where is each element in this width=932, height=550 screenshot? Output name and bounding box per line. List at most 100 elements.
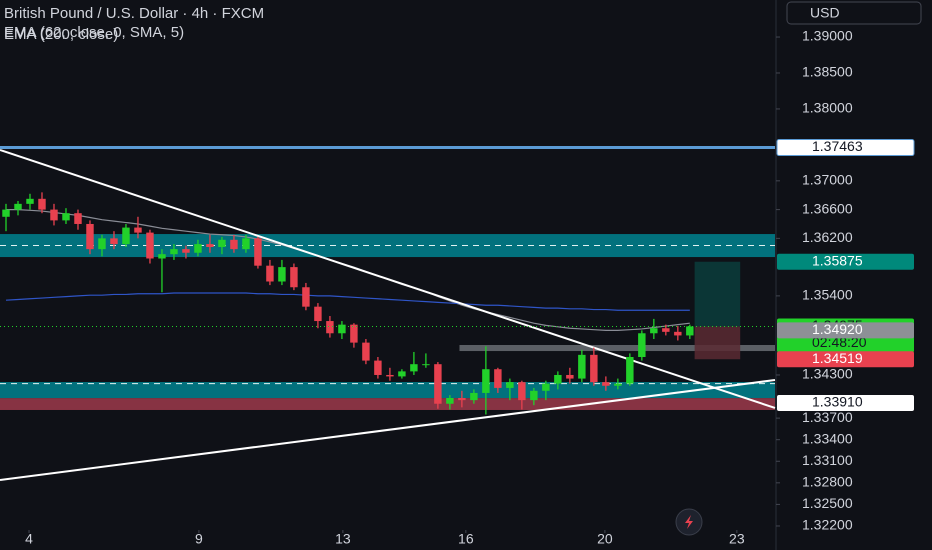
candle-body: [242, 238, 250, 250]
plot-area: [0, 146, 776, 481]
candle-body: [410, 364, 418, 372]
trend-line: [0, 149, 776, 409]
candle-body: [482, 369, 490, 393]
candle-body: [110, 238, 118, 245]
candle-body: [566, 374, 574, 379]
candle-body: [278, 267, 286, 282]
indicator-label: EMA (62, close, 0, SMA, 5): [4, 24, 184, 41]
candle-body: [362, 342, 370, 361]
candle-body: [134, 227, 142, 233]
candle-body: [146, 232, 154, 259]
y-tick-label: 1.35400: [802, 287, 853, 303]
candle-body: [662, 328, 670, 332]
y-tick-label: 1.33400: [802, 430, 853, 446]
x-tick-label: 23: [729, 531, 745, 547]
candle-body: [686, 326, 694, 336]
x-tick-label: 20: [597, 531, 613, 547]
candle-body: [470, 392, 478, 401]
candle-body: [614, 383, 622, 386]
candle-body: [542, 383, 550, 391]
candle-body: [350, 324, 358, 343]
x-tick-label: 13: [335, 531, 351, 547]
trend-line: [0, 379, 776, 481]
y-tick-label: 1.33100: [802, 452, 853, 468]
candle-body: [98, 238, 106, 250]
candle-body: [338, 324, 346, 334]
y-tick-label: 1.38000: [802, 100, 853, 116]
candle-body: [206, 244, 214, 247]
position-stop: [694, 326, 741, 360]
candle-body: [218, 239, 226, 247]
y-tick-label: 1.34300: [802, 366, 853, 382]
price-label: 1.34920: [812, 321, 863, 337]
candle-body: [194, 244, 202, 253]
candle-body: [386, 374, 394, 377]
candle-body: [2, 209, 10, 217]
candle-body: [230, 239, 238, 250]
y-tick-label: 1.36200: [802, 229, 853, 245]
candle-body: [266, 265, 274, 282]
chart-title: British Pound / U.S. Dollar · 4h · FXCM: [4, 5, 264, 22]
candle-body: [38, 198, 46, 210]
y-tick-label: 1.38500: [802, 64, 853, 80]
candle-body: [578, 354, 586, 379]
x-tick-label: 9: [195, 531, 203, 547]
candle-body: [290, 267, 298, 288]
candle-body: [518, 382, 526, 401]
price-label: 1.37463: [812, 138, 863, 154]
candle-body: [650, 328, 658, 334]
position-target: [694, 261, 741, 327]
candle-body: [50, 209, 58, 221]
y-tick-label: 1.39000: [802, 28, 853, 44]
y-tick-label: 1.37000: [802, 172, 853, 188]
candle-body: [302, 287, 310, 307]
candle-body: [26, 198, 34, 204]
zone: [459, 344, 775, 352]
candle-body: [170, 249, 178, 255]
y-tick-label: 1.32800: [802, 474, 853, 490]
price-label: 1.35875: [812, 252, 863, 268]
candle-body: [494, 369, 502, 388]
candle-body: [434, 364, 442, 404]
candle-body: [458, 397, 466, 401]
candle-body: [638, 333, 646, 358]
price-label: 1.33910: [812, 394, 863, 410]
candle-body: [374, 360, 382, 375]
currency[interactable]: USD: [810, 5, 840, 21]
candle-body: [314, 306, 322, 322]
y-tick-label: 1.32200: [802, 517, 853, 533]
candle-body: [182, 249, 190, 253]
price-label-bg: [777, 351, 914, 368]
x-tick-label: 4: [25, 531, 33, 547]
price-label: 1.34519: [812, 350, 863, 366]
candle-body: [674, 331, 682, 336]
price-label-bg: [777, 322, 914, 339]
candle-body: [74, 213, 82, 224]
candle-body: [254, 238, 262, 266]
candle-body: [602, 382, 610, 386]
price-label-bg: [776, 139, 915, 157]
alert-icon: [685, 515, 693, 529]
candle-body: [506, 382, 514, 388]
price-label-bg: [777, 253, 914, 270]
candle-body: [14, 203, 22, 210]
candle-body: [626, 357, 634, 384]
ema-line: [5, 292, 690, 311]
y-tick-label: 1.36600: [802, 200, 853, 216]
candle-body: [446, 397, 454, 404]
candle-body: [326, 321, 334, 334]
price-label-bg: [777, 395, 914, 412]
zone: [0, 382, 775, 399]
candle-body: [422, 364, 430, 366]
candle-body: [62, 213, 70, 221]
candle-body: [398, 371, 406, 377]
currency-button[interactable]: [786, 1, 922, 25]
indicator-label: EMA (200, close): [4, 26, 118, 43]
x-tick-label: 16: [458, 531, 474, 547]
candle-body: [554, 374, 562, 384]
zone: [0, 398, 775, 410]
candle-body: [122, 227, 130, 245]
y-tick-label: 1.33700: [802, 409, 853, 425]
